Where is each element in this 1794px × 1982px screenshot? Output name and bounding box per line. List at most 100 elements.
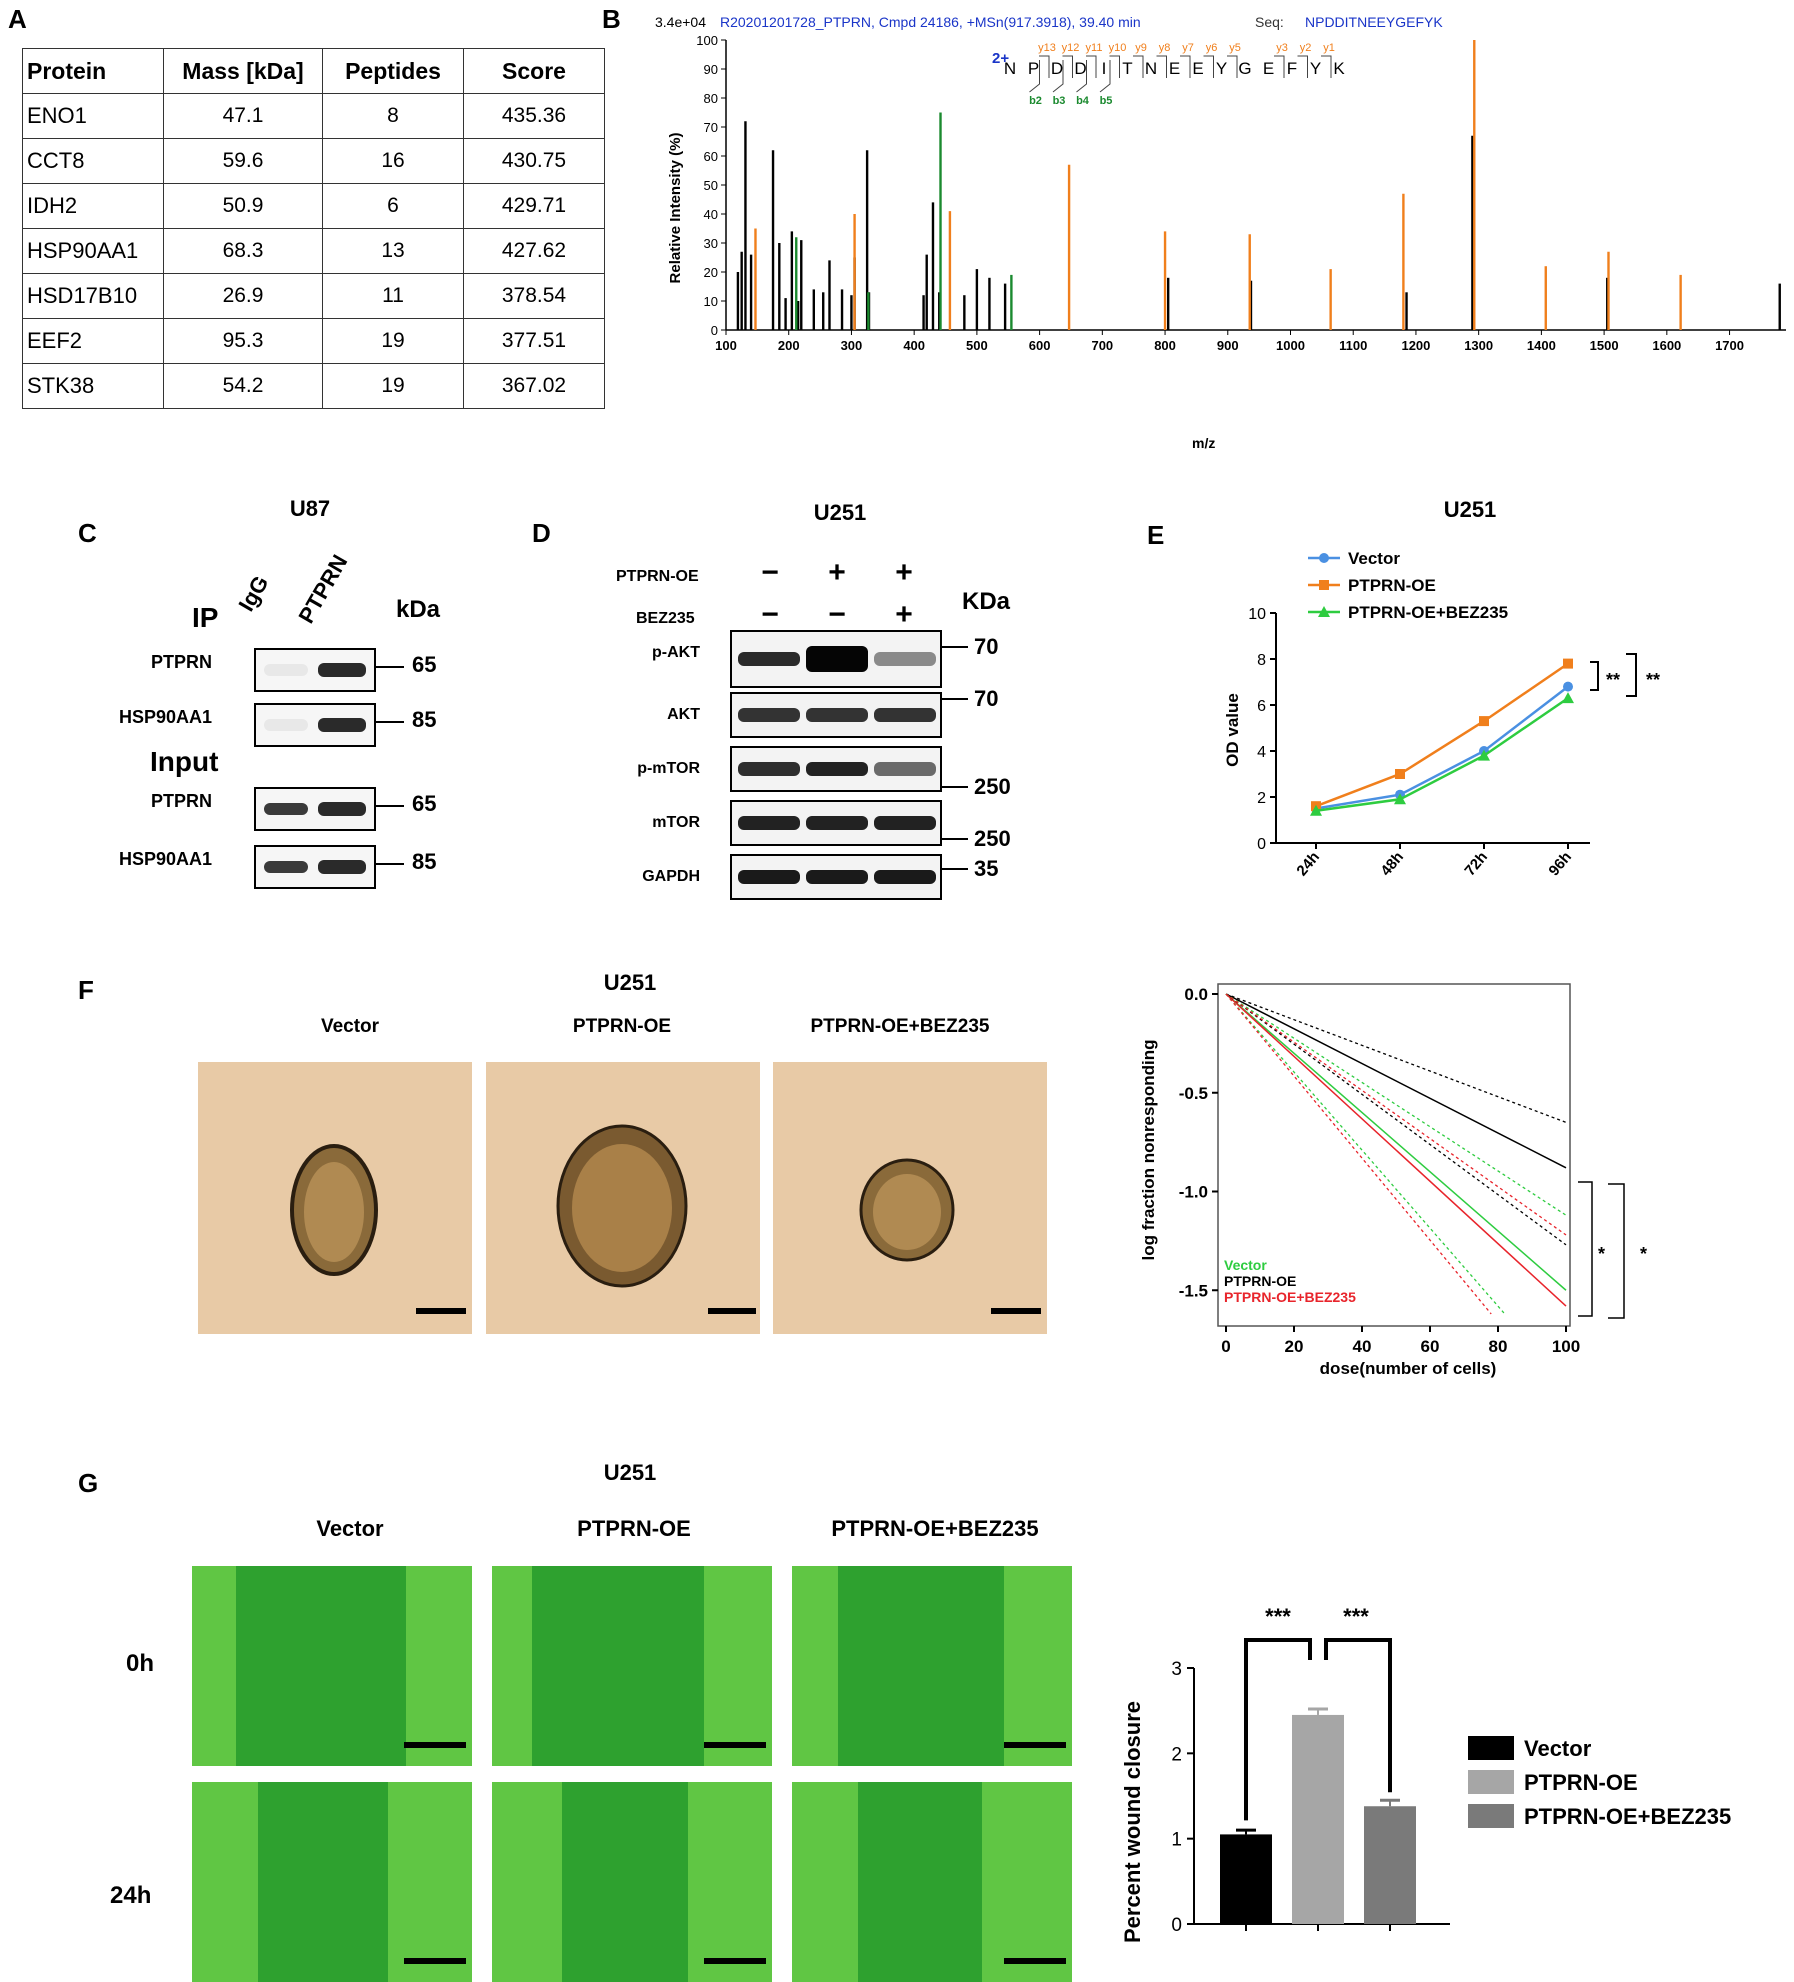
blot-band <box>264 861 308 873</box>
y-ion-label: y5 <box>1229 42 1241 54</box>
sphere-ptprn-oe-bez235-inner <box>873 1174 941 1250</box>
sphere-vector-inner <box>304 1162 364 1262</box>
cell-front-left <box>492 1566 532 1766</box>
blot-label: PTPRN <box>150 791 212 811</box>
scale-bar-f1 <box>416 1308 466 1314</box>
f-star-2: * <box>1640 1244 1647 1264</box>
e-y-tick-label: 8 <box>1257 652 1266 669</box>
blot-label: HSP90AA1 <box>118 707 212 727</box>
wound-image <box>492 1782 772 1982</box>
e-bracket-2 <box>1626 653 1637 697</box>
kda-marker-tick <box>942 786 968 788</box>
sequence-residue: K <box>1333 59 1345 78</box>
f-x-tick-label: 20 <box>1285 1337 1304 1356</box>
g-legend-label: Vector <box>1524 1736 1592 1761</box>
treat2-sign: + <box>895 598 913 631</box>
blot-label: PTPRN <box>150 652 212 672</box>
sequence-residue: D <box>1051 59 1063 78</box>
od-line-chart: OD value Vector PTPRN-OE PTPRN-OE+BEZ235 0… <box>1223 549 1660 879</box>
f-ci-line <box>1225 993 1567 1123</box>
kda-marker-tick <box>942 698 968 700</box>
blot-strip <box>730 630 942 688</box>
kda-unit-label-d: KDa <box>962 588 1011 615</box>
y-ion-bracket <box>1109 55 1120 78</box>
table-row: HSP90AA1 68.3 13 427.62 <box>22 228 605 274</box>
y-ion-label: y11 <box>1086 42 1103 54</box>
sphere-ptprn-oe-inner <box>572 1144 672 1272</box>
e-y-tick-label: 4 <box>1257 744 1266 761</box>
y-ion-label: y13 <box>1038 42 1056 54</box>
f-col-vector: Vector <box>320 1016 380 1037</box>
cell-protein: CCT8 <box>22 138 164 184</box>
kda-marker-tick <box>942 868 968 870</box>
cell-value: 429.71 <box>463 183 605 229</box>
kda-marker: 250 <box>974 826 1011 851</box>
blot-strip <box>730 746 942 792</box>
g-bracket-2 <box>1324 1638 1392 1793</box>
sequence-residue: D <box>1074 59 1086 78</box>
cell-value: 19 <box>322 363 464 409</box>
scale-bar-f3 <box>991 1308 1041 1314</box>
y-tick-label: 20 <box>704 265 718 280</box>
f-x-tick-label: 100 <box>1552 1337 1580 1356</box>
f-ylabel: log fraction nonresponding <box>1139 1040 1158 1261</box>
b-ion-label: b2 <box>1029 95 1042 107</box>
treat2-sign: − <box>761 598 779 631</box>
y-ion-bracket <box>1156 55 1167 78</box>
wound-image <box>192 1782 472 1982</box>
spectrum-xlabel: m/z <box>1192 435 1215 451</box>
treat1-sign: − <box>761 556 779 589</box>
y-ion-bracket <box>1297 55 1308 78</box>
blot-strip <box>730 800 942 846</box>
cell-front-right <box>1004 1566 1072 1766</box>
blot-label: GAPDH <box>642 868 700 885</box>
y-tick-label: 100 <box>696 33 718 48</box>
cell-protein: HSD17B10 <box>22 273 164 319</box>
kda-marker-tick <box>376 666 404 668</box>
kda-marker-tick <box>376 721 404 723</box>
b-ion-bracket <box>1029 60 1040 93</box>
g-y-tick-label: 2 <box>1171 1744 1182 1765</box>
treat1-sign: + <box>895 556 913 589</box>
cell-value: 68.3 <box>163 228 323 274</box>
e-point <box>1395 769 1405 779</box>
spectrum-header: R20201201728_PTPRN, Cmpd 24186, +MSn(917… <box>720 14 1141 30</box>
x-tick-label: 1300 <box>1464 338 1493 353</box>
sphere-image-ptprn-oe-bez235 <box>773 1062 1047 1334</box>
cell-front-left <box>192 1782 258 1982</box>
f-y-tick-label: -1.5 <box>1179 1281 1208 1300</box>
y-tick-label: 90 <box>704 62 718 77</box>
y-ion-label: y2 <box>1300 42 1312 54</box>
sequence-residue: F <box>1287 59 1297 78</box>
g-bracket-1 <box>1244 1638 1312 1821</box>
g-legend-swatch <box>1468 1736 1514 1760</box>
f-legend-label: Vector <box>1224 1257 1267 1273</box>
blot-strip <box>730 692 942 738</box>
x-tick-label: 900 <box>1217 338 1239 353</box>
y-ion-bracket <box>1227 55 1238 78</box>
kda-marker: 35 <box>974 856 999 881</box>
blot-band <box>738 652 800 666</box>
e-legend-marker <box>1318 606 1330 617</box>
e-legend-label: PTPRN-OE <box>1348 576 1436 595</box>
sequence-residue: I <box>1102 59 1107 78</box>
input-label: Input <box>150 746 219 777</box>
protein-table: Protein Mass [kDa] Peptides Score ENO1 47… <box>22 48 605 409</box>
y-tick-label: 30 <box>704 236 718 251</box>
x-tick-label: 1100 <box>1339 338 1367 353</box>
e-bracket-1 <box>1590 661 1599 691</box>
f-col-ptprn-oe-bez235: PTPRN-OE+BEZ235 <box>810 1016 990 1037</box>
cell-value: 377.51 <box>463 318 605 364</box>
e-legend-marker <box>1319 580 1329 590</box>
kda-marker-tick <box>376 863 404 865</box>
x-tick-label: 300 <box>841 338 863 353</box>
y-ion-label: y9 <box>1135 42 1147 54</box>
cell-value: 59.6 <box>163 138 323 184</box>
kda-marker: 65 <box>412 791 437 816</box>
e-y-tick-label: 10 <box>1248 606 1266 623</box>
cell-value: 16 <box>322 138 464 184</box>
y-ion-bracket <box>1321 55 1332 78</box>
cell-value: 95.3 <box>163 318 323 364</box>
blot-band <box>318 860 366 874</box>
scale-bar-g <box>704 1742 766 1748</box>
